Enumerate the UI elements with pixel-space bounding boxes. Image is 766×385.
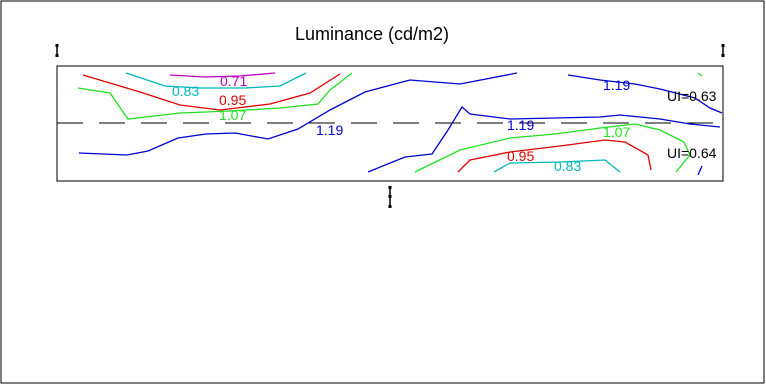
contour-label-1.07-upper: 1.07 (219, 107, 246, 123)
contour-line-0.83-upper (125, 72, 307, 89)
contour-line-1.07-lower (414, 123, 691, 173)
contour-line-1.07-right-tip (697, 72, 703, 77)
contour-label-1.19-upper-left: 1.19 (316, 122, 343, 138)
luminaire-bottom-marker (388, 186, 392, 208)
contour-line-0.95-lower (457, 139, 652, 173)
contour-line-1.19-lower-mid (367, 106, 721, 173)
contour-label-0.71: 0.71 (220, 73, 247, 89)
contour-line-0.95-upper (82, 73, 341, 111)
contour-line-1.19-upper-left (78, 72, 518, 156)
uniformity-lower-label: UI=0.64 (667, 145, 717, 161)
plot-title: Luminance (cd/m2) (295, 24, 449, 44)
contour-line-1.07-upper (77, 72, 353, 120)
contour-lines (77, 72, 723, 176)
contour-labels: 0.71 0.83 0.95 1.07 1.19 1.19 1.19 1.07 … (172, 73, 630, 174)
contour-label-1.19-upper-right: 1.19 (603, 77, 630, 93)
contour-line-0.83-lower (493, 159, 621, 173)
contour-label-1.07-lower: 1.07 (603, 124, 630, 140)
contour-label-0.95-upper: 0.95 (219, 92, 246, 108)
contour-line-1.19-upper-right (567, 74, 723, 114)
contour-line-0.71 (169, 72, 276, 78)
contour-line-1.19-lower-right (697, 165, 703, 176)
contour-label-1.19-lower-mid: 1.19 (507, 117, 534, 133)
luminaire-left-marker (55, 44, 59, 57)
contour-label-0.83-lower: 0.83 (554, 158, 581, 174)
contour-label-0.95-lower: 0.95 (507, 148, 534, 164)
luminaire-right-marker (721, 44, 725, 57)
contour-label-0.83-upper: 0.83 (172, 83, 199, 99)
uniformity-upper-label: UI=0.63 (667, 88, 717, 104)
